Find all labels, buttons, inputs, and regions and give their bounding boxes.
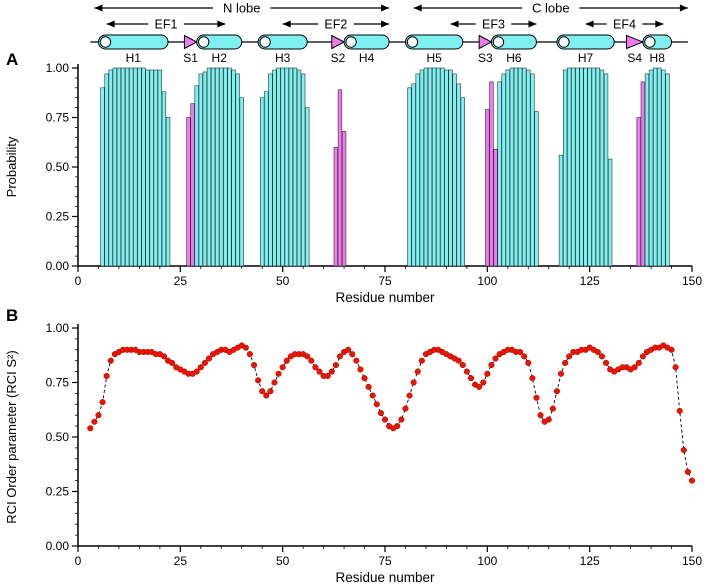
svg-text:0.50: 0.50 (46, 160, 70, 174)
svg-text:S4: S4 (627, 51, 642, 65)
helix-cap-circle (345, 36, 357, 48)
svg-text:H2: H2 (212, 51, 228, 65)
helix-cap-circle (198, 36, 210, 48)
svg-text:1.00: 1.00 (46, 321, 70, 335)
helix-cylinder (556, 34, 615, 50)
svg-text:0.00: 0.00 (46, 539, 70, 553)
helix-cap-circle (644, 36, 656, 48)
svg-text:75: 75 (378, 554, 392, 568)
svg-text:EF4: EF4 (613, 18, 636, 32)
svg-text:0.75: 0.75 (46, 111, 70, 125)
panel-a-label: A (6, 50, 19, 69)
svg-text:0.75: 0.75 (46, 376, 70, 390)
strand-arrow (183, 34, 198, 50)
svg-text:S3: S3 (478, 51, 493, 65)
svg-text:H4: H4 (359, 51, 375, 65)
strand-arrow (331, 34, 346, 50)
svg-text:1.00: 1.00 (46, 61, 70, 75)
svg-text:H8: H8 (650, 51, 666, 65)
svg-text:0: 0 (75, 554, 82, 568)
svg-text:H1: H1 (126, 51, 142, 65)
svg-text:Probability: Probability (4, 136, 19, 197)
helix-cylinder (97, 34, 169, 50)
svg-text:50: 50 (276, 274, 290, 288)
helix-cap-circle (99, 36, 112, 48)
panel-b-label: B (6, 306, 19, 325)
helix-cap-circle (406, 36, 419, 48)
svg-text:H5: H5 (426, 51, 442, 65)
svg-text:125: 125 (580, 554, 600, 568)
svg-text:Residue number: Residue number (335, 570, 435, 585)
svg-text:100: 100 (477, 274, 497, 288)
svg-text:N lobe: N lobe (223, 1, 261, 16)
data-markers (87, 342, 696, 484)
svg-text:0.25: 0.25 (46, 485, 70, 499)
helix-cap-circle (492, 36, 505, 48)
svg-text:0: 0 (75, 274, 82, 288)
svg-text:75: 75 (378, 274, 392, 288)
svg-text:H7: H7 (578, 51, 594, 65)
panel-a-probability-chart: 0 25 50 75 100 125 150 0.00 0.25 0.50 0.75 1.00 Resi… (4, 61, 702, 305)
svg-text:RCI Order parameter (RCI S²): RCI Order parameter (RCI S²) (4, 350, 19, 523)
bars-strand (186, 81, 646, 267)
panel-b-order-parameter-chart: 0 25 50 75 100 125 150 0.00 0.25 0.50 0.75 1.00 Resi… (4, 321, 702, 585)
svg-text:S1: S1 (183, 51, 198, 65)
svg-text:50: 50 (276, 554, 290, 568)
strand-arrow (478, 34, 493, 50)
helix-cylinder (257, 34, 308, 50)
helix-cap-circle (558, 36, 570, 48)
strand-arrow (626, 34, 645, 50)
svg-text:EF3: EF3 (482, 18, 505, 32)
secondary-structure-schematic: N lobe C lobe EF1 EF2 EF3 EF4 H1 S1 H2 H3 S2 H4 H5 S3… (90, 1, 688, 65)
svg-text:150: 150 (682, 274, 702, 288)
bars-helix (100, 67, 670, 267)
svg-text:C lobe: C lobe (532, 1, 570, 16)
helix-cylinder (404, 34, 464, 50)
svg-text:H6: H6 (506, 51, 522, 65)
svg-text:125: 125 (580, 274, 600, 288)
svg-text:25: 25 (174, 554, 188, 568)
svg-text:25: 25 (174, 274, 188, 288)
svg-text:100: 100 (477, 554, 497, 568)
svg-text:EF1: EF1 (155, 18, 178, 32)
svg-text:H3: H3 (275, 51, 291, 65)
helix-cap-circle (259, 36, 271, 48)
connecting-dashed-line (89, 344, 693, 481)
svg-text:EF2: EF2 (324, 18, 347, 32)
svg-text:Residue number: Residue number (335, 290, 435, 305)
svg-text:0.00: 0.00 (46, 259, 70, 273)
svg-text:0.50: 0.50 (46, 430, 70, 444)
svg-text:150: 150 (682, 554, 702, 568)
svg-text:0.25: 0.25 (46, 210, 70, 224)
svg-text:S2: S2 (331, 51, 346, 65)
